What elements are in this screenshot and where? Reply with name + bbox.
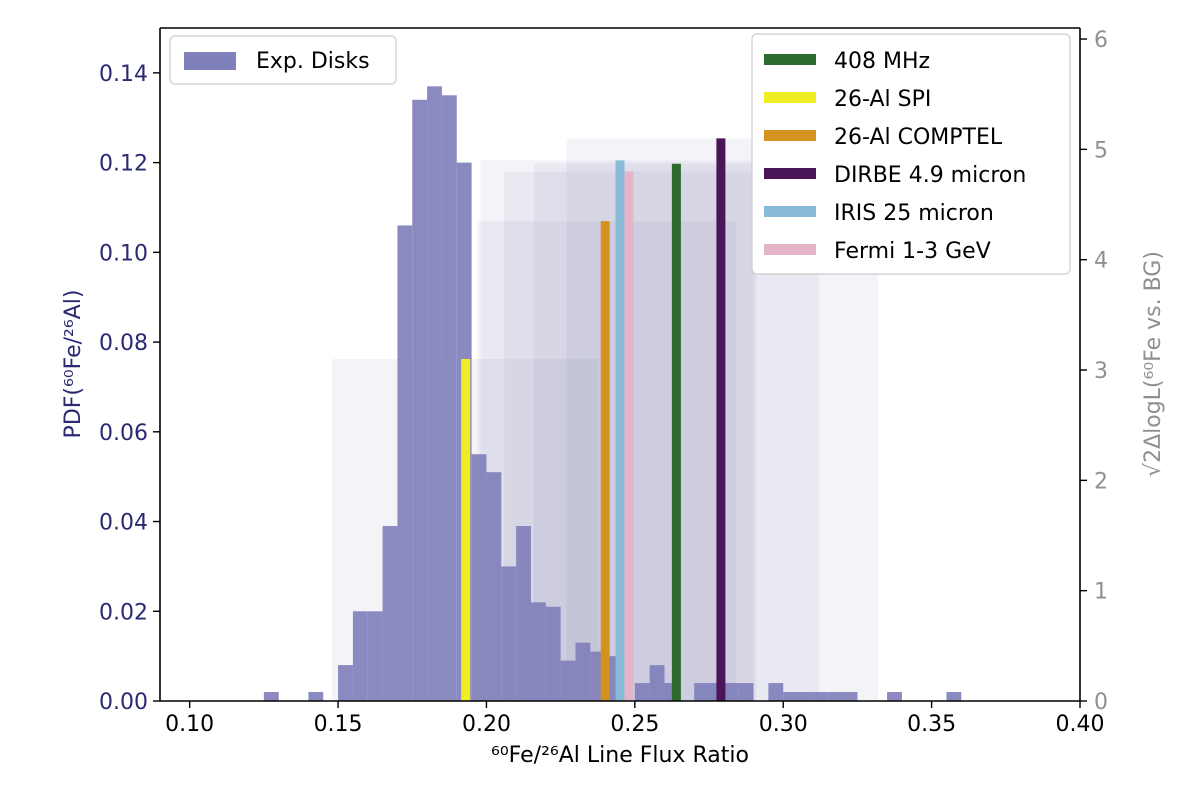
hist-bar (412, 99, 428, 701)
y2-tick-label: 5 (1094, 138, 1108, 163)
hist-bar (560, 660, 576, 701)
legend-swatch-26-al-comptel (764, 130, 816, 141)
x-tick-label: 0.10 (165, 712, 214, 737)
hist-bar (783, 692, 799, 701)
x-tick-label: 0.25 (610, 712, 659, 737)
y-tick-label: 0.04 (99, 511, 148, 536)
hist-bar (946, 692, 962, 701)
legend-label-exp-disks: Exp. Disks (256, 49, 370, 74)
legend-swatch-408-mhz (764, 54, 816, 65)
y-tick-label: 0.06 (99, 421, 148, 446)
y-tick-label: 0.10 (99, 241, 148, 266)
ticks: 0.10 0.15 0.20 0.25 0.30 0.35 0.40 0.00 0.02 0.04… (99, 28, 1108, 737)
y2-tick-label: 2 (1094, 469, 1108, 494)
y2-tick-label: 3 (1094, 359, 1108, 384)
hist-bar (367, 611, 383, 701)
hist-bar (486, 472, 502, 701)
legend-label-dirbe-4-9-micron: DIRBE 4.9 micron (834, 163, 1026, 188)
legend-label-fermi-1-3-gev: Fermi 1-3 GeV (834, 239, 991, 264)
hist-bar (575, 642, 591, 701)
hist-bar (338, 665, 353, 701)
x-tick-label: 0.35 (907, 712, 956, 737)
hist-bar (471, 454, 487, 701)
hist-bar (649, 665, 665, 701)
legend-right-frame (751, 33, 1071, 275)
legend-right: 408 MHz 26-Al SPI 26-Al COMPTEL DIRBE 4.9 m… (751, 33, 1071, 275)
y-tick-label: 0.00 (99, 690, 148, 715)
x-tick-label: 0.40 (1056, 712, 1105, 737)
legend-swatch-26-al-spi (764, 92, 816, 103)
hist-bar (827, 692, 843, 701)
hist-bar (263, 692, 279, 701)
hist-bar (798, 692, 813, 701)
legend-swatch-fermi-1-3-gev (764, 244, 816, 255)
x-tick-label: 0.15 (314, 712, 363, 737)
y2-tick-label: 0 (1094, 690, 1108, 715)
x-tick-label: 0.30 (759, 712, 808, 737)
y-axis-label: PDF(⁶⁰Fe/²⁶Al) (61, 290, 86, 439)
y-tick-label: 0.08 (99, 331, 148, 356)
y2-axis-label: √2ΔlogL(⁶⁰Fe vs. BG) (1141, 251, 1166, 477)
hist-bar (842, 692, 858, 701)
legend-label-26-al-spi: 26-Al SPI (834, 87, 931, 112)
y-tick-label: 0.12 (99, 152, 148, 177)
hist-bar (768, 683, 784, 701)
hist-bar (694, 683, 710, 701)
hist-bar (427, 86, 442, 701)
legend-swatch-iris-25-micron (764, 206, 816, 217)
hist-bar (812, 692, 828, 701)
hist-bar (530, 602, 546, 701)
y2-tick-label: 4 (1094, 249, 1108, 274)
y2-tick-label: 6 (1094, 28, 1108, 53)
hist-bar (634, 683, 650, 701)
hist-bar (887, 692, 902, 701)
y2-tick-label: 1 (1094, 580, 1108, 605)
hist-bar (545, 606, 561, 701)
hist-bar (738, 683, 754, 701)
legend-label-26-al-comptel: 26-Al COMPTEL (834, 125, 1003, 150)
x-tick-label: 0.20 (462, 712, 511, 737)
hist-bar (441, 95, 457, 701)
legend-left: Exp. Disks (169, 35, 397, 85)
significance-lines (461, 138, 726, 701)
legend-swatch-dirbe-4-9-micron (764, 168, 816, 179)
hist-bar (516, 526, 531, 701)
hist-bar (382, 526, 398, 701)
hist-bar (501, 566, 517, 701)
axes (159, 27, 1081, 702)
legend-left-frame (169, 35, 397, 85)
hist-bar (723, 683, 739, 701)
x-axis-label: ⁶⁰Fe/²⁶Al Line Flux Ratio (491, 743, 749, 768)
y-tick-label: 0.02 (99, 600, 148, 625)
y-tick-label: 0.14 (99, 62, 148, 87)
hist-bar (397, 225, 413, 701)
legend-label-408-mhz: 408 MHz (834, 49, 930, 74)
hist-bar (308, 692, 324, 701)
legend-swatch-exp-disks (184, 52, 236, 70)
legend-label-iris-25-micron: IRIS 25 micron (834, 201, 994, 226)
hist-bar (352, 611, 368, 701)
